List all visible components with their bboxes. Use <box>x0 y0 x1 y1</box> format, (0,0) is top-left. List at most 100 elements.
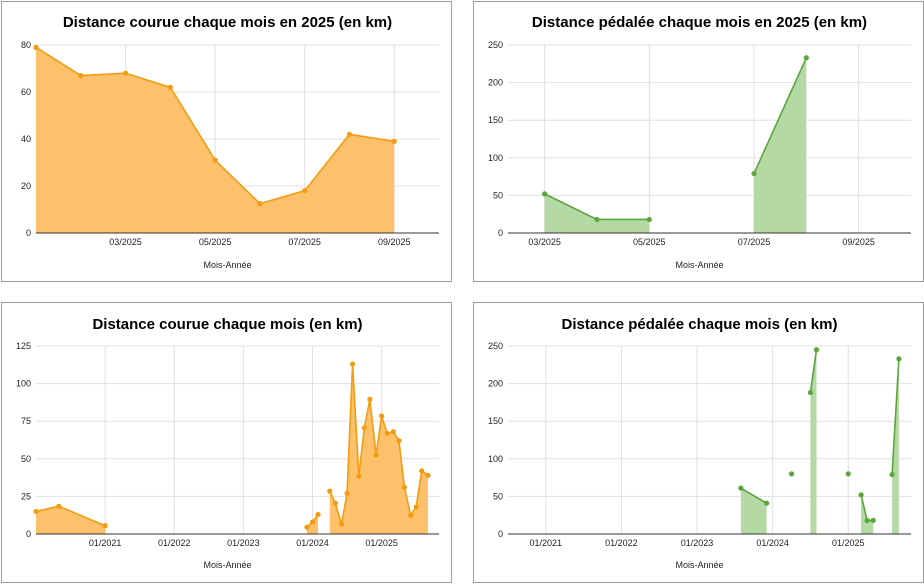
series-line <box>891 358 900 475</box>
x-tick-label: 01/2023 <box>227 538 260 548</box>
data-point <box>594 216 600 223</box>
x-tick-label: 07/2025 <box>288 237 321 247</box>
data-point <box>122 70 129 76</box>
y-tick-label: 75 <box>21 416 31 426</box>
data-point <box>391 138 397 144</box>
data-point <box>361 425 367 431</box>
data-point <box>102 523 108 529</box>
x-tick-label: 01/2021 <box>89 538 122 548</box>
y-tick-label: 0 <box>26 228 31 238</box>
chart-bike-2025: Distance pédalée chaque mois en 2025 (en… <box>488 14 911 270</box>
data-point <box>870 517 876 524</box>
data-point <box>646 216 652 223</box>
y-tick-label: 250 <box>488 40 503 50</box>
data-point <box>751 170 757 177</box>
data-point <box>384 430 390 436</box>
data-point <box>327 488 333 494</box>
x-tick-label: 01/2024 <box>756 538 789 548</box>
data-point <box>413 504 419 510</box>
area-fill <box>753 57 807 234</box>
data-point <box>408 512 414 518</box>
y-tick-label: 150 <box>488 416 503 426</box>
y-tick-label: 0 <box>26 529 31 539</box>
y-tick-label: 50 <box>21 454 31 464</box>
x-tick-label: 01/2025 <box>832 538 865 548</box>
y-tick-label: 150 <box>488 115 503 125</box>
y-tick-label: 0 <box>498 529 503 539</box>
y-tick-label: 60 <box>21 87 31 97</box>
data-point <box>864 517 870 524</box>
data-point <box>56 503 62 509</box>
data-point <box>332 500 338 506</box>
data-point <box>889 471 895 478</box>
data-point <box>338 521 345 527</box>
x-tick-label: 01/2025 <box>365 538 398 548</box>
y-tick-label: 25 <box>21 491 31 501</box>
data-point <box>396 438 402 444</box>
data-point <box>346 131 353 137</box>
chart-panel-bike-2025: Distance pédalée chaque mois en 2025 (en… <box>473 1 924 282</box>
y-tick-label: 200 <box>488 78 503 88</box>
x-axis-label: Mois-Année <box>675 260 723 270</box>
data-point <box>425 472 431 478</box>
y-tick-label: 200 <box>488 379 503 389</box>
chart-title: Distance pédalée chaque mois en 2025 (en… <box>532 14 867 31</box>
x-axis-label: Mois-Année <box>203 260 251 270</box>
chart-run-2025: Distance courue chaque mois en 2025 (en … <box>21 14 439 270</box>
x-tick-label: 09/2025 <box>378 237 411 247</box>
x-tick-label: 01/2024 <box>296 538 329 548</box>
data-point <box>78 72 84 79</box>
x-tick-label: 09/2025 <box>842 237 875 247</box>
y-tick-label: 100 <box>488 454 503 464</box>
data-point <box>401 484 408 490</box>
y-tick-label: 20 <box>21 181 31 191</box>
area-fill <box>810 349 817 534</box>
data-point <box>542 191 548 197</box>
data-point <box>356 473 362 479</box>
data-point <box>807 390 814 396</box>
y-tick-label: 40 <box>21 134 31 144</box>
x-tick-label: 01/2022 <box>158 538 191 548</box>
data-point <box>212 157 218 163</box>
data-point <box>788 471 795 477</box>
x-tick-label: 01/2022 <box>605 538 638 548</box>
data-point <box>33 44 39 50</box>
x-tick-label: 03/2025 <box>528 237 561 247</box>
x-axis-label: Mois-Année <box>675 560 723 570</box>
data-point <box>803 55 809 61</box>
data-point <box>763 500 770 506</box>
data-point <box>858 492 864 498</box>
chart-title: Distance pédalée chaque mois (en km) <box>562 316 838 333</box>
chart-title: Distance courue chaque mois en 2025 (en … <box>63 14 392 31</box>
area-fill <box>892 358 899 534</box>
x-tick-label: 01/2023 <box>681 538 714 548</box>
series-line <box>740 487 767 504</box>
y-tick-label: 80 <box>21 40 31 50</box>
area-fill <box>36 47 395 233</box>
chart-run-all: Distance courue chaque mois (en km) 0 25 50… <box>16 316 439 570</box>
area-fill <box>861 494 874 534</box>
data-point <box>896 356 902 362</box>
data-point <box>390 429 396 435</box>
x-tick-label: 03/2025 <box>109 237 142 247</box>
data-point <box>33 508 39 515</box>
chart-bike-all: Distance pédalée chaque mois (en km) 0 50 1… <box>488 316 911 570</box>
chart-title: Distance courue chaque mois (en km) <box>92 316 362 333</box>
x-axis-label: Mois-Année <box>203 560 251 570</box>
data-point <box>309 519 316 525</box>
y-tick-label: 125 <box>16 341 31 351</box>
data-point <box>257 201 263 207</box>
data-point <box>304 524 310 530</box>
data-point <box>367 396 373 402</box>
x-tick-label: 07/2025 <box>738 237 771 247</box>
chart-panel-run-2025: Distance courue chaque mois en 2025 (en … <box>1 1 452 282</box>
data-point <box>419 468 425 474</box>
series-line <box>809 349 818 393</box>
area-fill <box>544 193 650 233</box>
data-point <box>373 452 379 458</box>
data-point <box>302 188 308 194</box>
data-point <box>379 413 385 419</box>
chart-panel-run-all: Distance courue chaque mois (en km) 0 25 50… <box>1 302 452 583</box>
y-tick-label: 100 <box>488 153 503 163</box>
y-tick-label: 0 <box>498 228 503 238</box>
